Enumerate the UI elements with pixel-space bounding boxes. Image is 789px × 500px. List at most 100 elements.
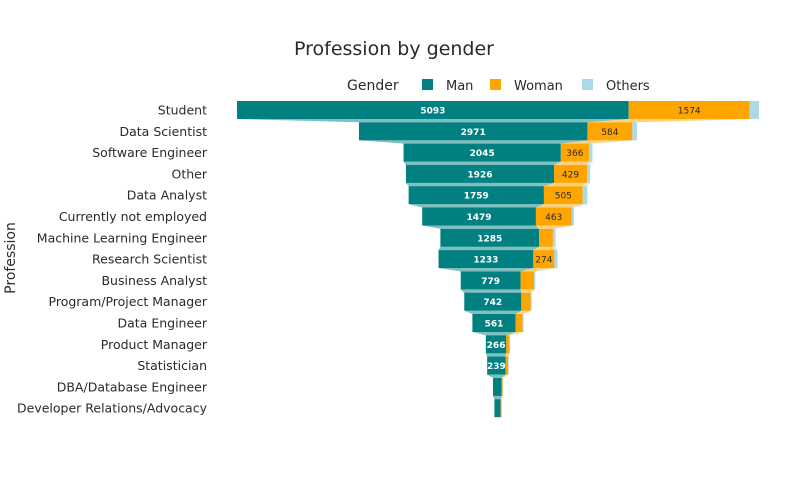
bar-woman[interactable] [539,228,553,247]
bar-woman[interactable] [520,271,535,290]
connector-others [552,246,558,251]
connector-man [485,353,507,357]
category-label: Software Engineer [92,145,208,160]
bar-others[interactable] [530,292,532,311]
value-label-man: 561 [485,320,504,330]
category-label: Developer Relations/Advocacy [17,401,208,416]
category-label: Machine Learning Engineer [37,230,208,245]
connector-man [237,119,629,123]
bar-man[interactable] [494,399,501,418]
bar-others[interactable] [508,356,509,375]
bar-man[interactable] [438,250,534,269]
bar-others[interactable] [588,143,593,162]
value-label-woman: 584 [601,128,618,138]
bar-woman[interactable] [628,101,750,119]
legend-label-man[interactable]: Man [446,79,473,94]
legend-label-others[interactable]: Others [606,79,650,94]
value-label-woman: 463 [545,213,562,223]
category-label: Other [172,166,208,181]
bar-others[interactable] [552,228,556,247]
connector-woman [501,374,509,378]
value-label-woman: 366 [566,149,583,159]
connector-woman [533,246,555,251]
connector-others [582,182,591,187]
bar-woman[interactable] [501,377,503,396]
legend-label-woman[interactable]: Woman [514,79,563,94]
bar-man[interactable] [487,356,506,375]
connector-man [422,225,540,229]
category-label: Student [158,103,207,118]
bar-woman[interactable] [533,250,555,269]
bar-woman[interactable] [554,164,588,183]
connector-others [534,268,558,272]
bar-man[interactable] [358,122,588,141]
bar-others[interactable] [554,250,558,269]
connector-others [501,395,503,400]
funnel-bars: 5093 1574 2971 584 2045 366 1926 429 1759 505 1479… [237,101,759,418]
value-label-man: 1479 [467,213,492,223]
bar-woman[interactable] [515,314,523,332]
bar-others[interactable] [571,207,574,226]
bar-man[interactable] [440,228,540,247]
bar-woman[interactable] [500,399,502,418]
connector-man [472,332,516,336]
bar-man[interactable] [408,186,544,205]
value-label-man: 779 [481,277,500,287]
bar-others[interactable] [502,377,504,396]
legend-swatch-man[interactable] [422,79,433,90]
bar-woman[interactable] [521,292,531,311]
bar-others[interactable] [509,335,511,354]
connector-others [522,310,532,314]
connector-man [438,246,540,251]
bar-woman[interactable] [543,186,583,205]
bar-woman[interactable] [560,143,589,162]
connector-others [552,225,574,229]
value-label-man: 5093 [420,107,445,117]
value-label-man: 1926 [467,170,492,180]
bar-man[interactable] [405,164,555,183]
bar-others[interactable] [582,186,588,205]
bar-woman[interactable] [506,335,510,354]
legend-swatch-others[interactable] [582,79,593,90]
connector-others [508,353,511,357]
bar-man[interactable] [493,377,502,396]
bar-man[interactable] [237,101,629,119]
bar-man[interactable] [485,335,507,354]
value-label-man: 2045 [470,149,495,159]
connector-man [460,289,522,293]
bar-others[interactable] [534,271,536,290]
connector-man [408,204,544,208]
bar-woman[interactable] [505,356,509,375]
category-label: Data Engineer [118,316,208,331]
connector-others [509,332,524,336]
connector-others [502,374,509,378]
bar-man[interactable] [472,314,516,332]
bar-man[interactable] [460,271,521,290]
bar-others[interactable] [632,122,638,141]
connector-woman [520,268,555,272]
category-label: DBA/Database Engineer [57,379,208,394]
bar-others[interactable] [501,399,502,418]
connector-man [405,182,555,187]
bar-others[interactable] [522,314,524,332]
bar-man[interactable] [422,207,536,226]
bar-woman[interactable] [535,207,572,226]
value-label-man: 1233 [473,256,498,266]
value-label-man: 2971 [461,128,486,138]
category-label: Data Analyst [127,188,207,203]
category-label: Business Analyst [101,273,207,288]
value-label-woman: 505 [555,192,572,202]
connector-woman [515,310,531,314]
bar-man[interactable] [464,292,522,311]
bar-others[interactable] [587,164,591,183]
bar-man[interactable] [403,143,561,162]
chart-title: Profession by gender [294,38,494,60]
connector-woman [554,161,589,165]
legend-swatch-woman[interactable] [490,79,501,90]
connector-others [587,161,593,165]
y-axis-title: Profession [3,222,19,294]
connector-man [358,140,588,144]
bar-woman[interactable] [587,122,633,141]
bar-others[interactable] [749,101,759,119]
